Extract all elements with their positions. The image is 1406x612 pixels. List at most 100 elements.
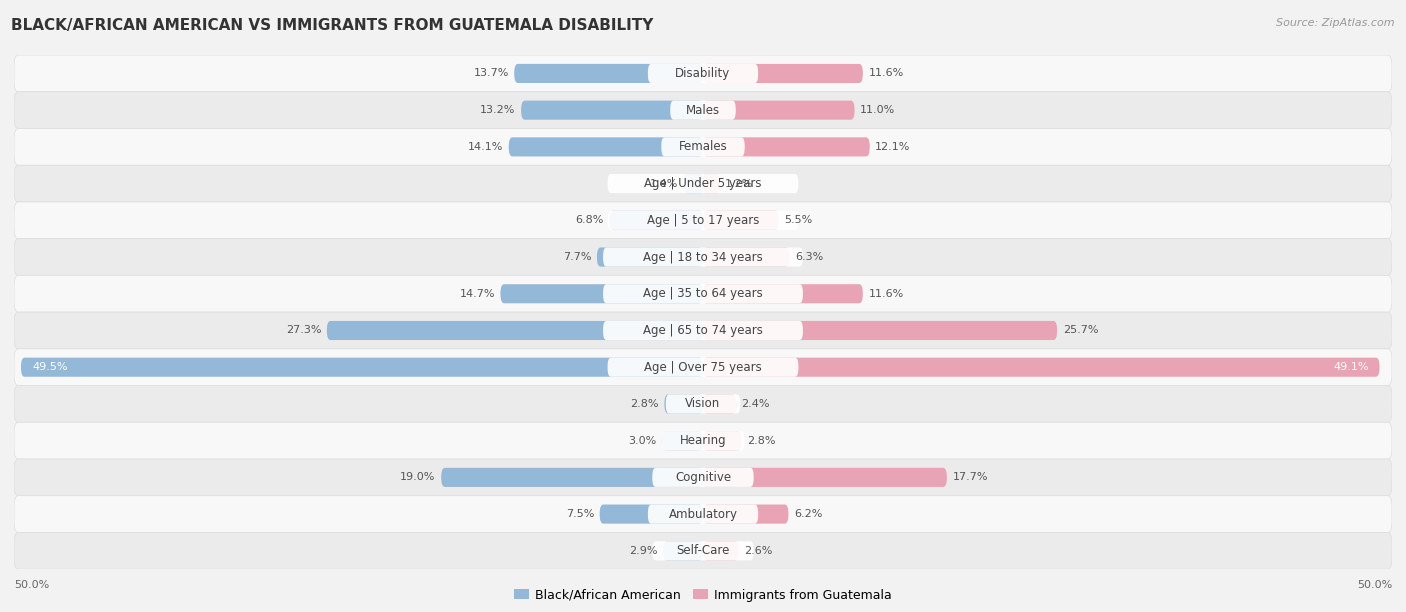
Text: 11.6%: 11.6%: [869, 289, 904, 299]
FancyBboxPatch shape: [703, 321, 1057, 340]
FancyBboxPatch shape: [662, 431, 703, 450]
FancyBboxPatch shape: [598, 247, 703, 267]
Text: 50.0%: 50.0%: [1357, 580, 1392, 590]
FancyBboxPatch shape: [661, 137, 745, 157]
FancyBboxPatch shape: [14, 349, 1392, 386]
Text: Self-Care: Self-Care: [676, 544, 730, 558]
Text: Cognitive: Cognitive: [675, 471, 731, 484]
FancyBboxPatch shape: [671, 100, 735, 120]
Text: Source: ZipAtlas.com: Source: ZipAtlas.com: [1277, 18, 1395, 28]
FancyBboxPatch shape: [14, 532, 1392, 569]
Text: 6.8%: 6.8%: [575, 215, 603, 225]
FancyBboxPatch shape: [14, 496, 1392, 532]
Text: 11.6%: 11.6%: [869, 69, 904, 78]
Text: 49.1%: 49.1%: [1333, 362, 1368, 372]
FancyBboxPatch shape: [703, 247, 790, 267]
FancyBboxPatch shape: [703, 431, 741, 450]
Text: 2.8%: 2.8%: [747, 436, 776, 446]
Text: 5.5%: 5.5%: [785, 215, 813, 225]
Text: Age | Over 75 years: Age | Over 75 years: [644, 360, 762, 374]
Text: 19.0%: 19.0%: [401, 472, 436, 482]
FancyBboxPatch shape: [515, 64, 703, 83]
Text: Males: Males: [686, 103, 720, 117]
Text: Disability: Disability: [675, 67, 731, 80]
Text: 2.4%: 2.4%: [741, 399, 770, 409]
FancyBboxPatch shape: [14, 92, 1392, 129]
Text: 7.5%: 7.5%: [565, 509, 595, 519]
Legend: Black/African American, Immigrants from Guatemala: Black/African American, Immigrants from …: [509, 584, 897, 606]
Text: 14.7%: 14.7%: [460, 289, 495, 299]
FancyBboxPatch shape: [14, 202, 1392, 239]
Text: 12.1%: 12.1%: [875, 142, 911, 152]
FancyBboxPatch shape: [648, 64, 758, 83]
FancyBboxPatch shape: [14, 386, 1392, 422]
FancyBboxPatch shape: [607, 357, 799, 377]
FancyBboxPatch shape: [522, 100, 703, 120]
Text: Age | 65 to 74 years: Age | 65 to 74 years: [643, 324, 763, 337]
FancyBboxPatch shape: [609, 211, 703, 230]
Text: 7.7%: 7.7%: [562, 252, 592, 262]
Text: 1.4%: 1.4%: [650, 179, 678, 188]
Text: 27.3%: 27.3%: [285, 326, 322, 335]
FancyBboxPatch shape: [14, 459, 1392, 496]
FancyBboxPatch shape: [661, 431, 745, 450]
FancyBboxPatch shape: [14, 129, 1392, 165]
Text: 6.2%: 6.2%: [794, 509, 823, 519]
Text: Age | 5 to 17 years: Age | 5 to 17 years: [647, 214, 759, 227]
FancyBboxPatch shape: [14, 422, 1392, 459]
FancyBboxPatch shape: [14, 275, 1392, 312]
FancyBboxPatch shape: [703, 100, 855, 120]
FancyBboxPatch shape: [703, 468, 946, 487]
FancyBboxPatch shape: [14, 165, 1392, 202]
Text: Age | 35 to 64 years: Age | 35 to 64 years: [643, 287, 763, 300]
Text: Hearing: Hearing: [679, 434, 727, 447]
FancyBboxPatch shape: [703, 394, 737, 414]
Text: 2.6%: 2.6%: [744, 546, 773, 556]
Text: 25.7%: 25.7%: [1063, 326, 1098, 335]
FancyBboxPatch shape: [14, 55, 1392, 92]
FancyBboxPatch shape: [666, 394, 740, 414]
FancyBboxPatch shape: [607, 211, 799, 230]
FancyBboxPatch shape: [703, 174, 720, 193]
Text: 13.2%: 13.2%: [481, 105, 516, 115]
Text: 6.3%: 6.3%: [796, 252, 824, 262]
Text: Females: Females: [679, 140, 727, 154]
FancyBboxPatch shape: [652, 541, 754, 561]
Text: 11.0%: 11.0%: [860, 105, 896, 115]
FancyBboxPatch shape: [607, 174, 799, 193]
FancyBboxPatch shape: [603, 284, 803, 304]
FancyBboxPatch shape: [703, 541, 738, 561]
FancyBboxPatch shape: [603, 321, 803, 340]
Text: 49.5%: 49.5%: [32, 362, 67, 372]
FancyBboxPatch shape: [703, 504, 789, 524]
Text: 2.9%: 2.9%: [628, 546, 658, 556]
FancyBboxPatch shape: [14, 239, 1392, 275]
FancyBboxPatch shape: [703, 211, 779, 230]
Text: 14.1%: 14.1%: [468, 142, 503, 152]
FancyBboxPatch shape: [703, 357, 1379, 377]
FancyBboxPatch shape: [703, 64, 863, 83]
FancyBboxPatch shape: [703, 284, 863, 304]
Text: 13.7%: 13.7%: [474, 69, 509, 78]
Text: 17.7%: 17.7%: [952, 472, 988, 482]
FancyBboxPatch shape: [703, 137, 870, 157]
Text: 50.0%: 50.0%: [14, 580, 49, 590]
FancyBboxPatch shape: [648, 504, 758, 524]
FancyBboxPatch shape: [683, 174, 703, 193]
FancyBboxPatch shape: [652, 468, 754, 487]
Text: BLACK/AFRICAN AMERICAN VS IMMIGRANTS FROM GUATEMALA DISABILITY: BLACK/AFRICAN AMERICAN VS IMMIGRANTS FRO…: [11, 18, 654, 34]
Text: Ambulatory: Ambulatory: [668, 507, 738, 521]
Text: 3.0%: 3.0%: [628, 436, 657, 446]
FancyBboxPatch shape: [326, 321, 703, 340]
FancyBboxPatch shape: [664, 541, 703, 561]
FancyBboxPatch shape: [599, 504, 703, 524]
Text: Vision: Vision: [685, 397, 721, 411]
FancyBboxPatch shape: [14, 312, 1392, 349]
FancyBboxPatch shape: [501, 284, 703, 304]
Text: Age | Under 5 years: Age | Under 5 years: [644, 177, 762, 190]
FancyBboxPatch shape: [21, 357, 703, 377]
Text: 2.8%: 2.8%: [630, 399, 659, 409]
FancyBboxPatch shape: [665, 394, 703, 414]
Text: Age | 18 to 34 years: Age | 18 to 34 years: [643, 250, 763, 264]
FancyBboxPatch shape: [509, 137, 703, 157]
